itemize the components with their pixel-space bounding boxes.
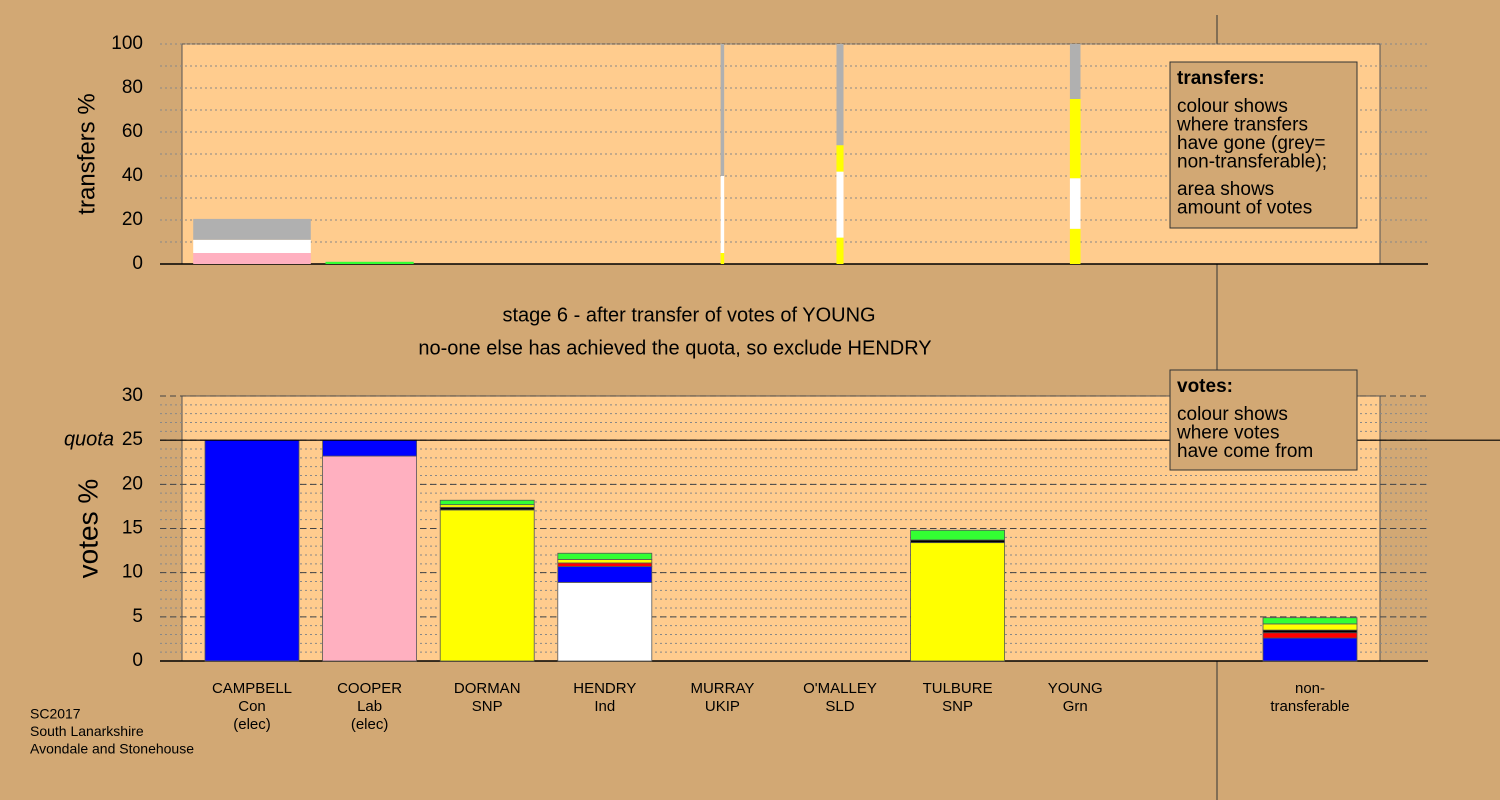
bar-segment	[910, 542, 1005, 662]
bar-segment	[720, 44, 725, 176]
bar-segment	[557, 562, 653, 567]
x-tick-label: (elec)	[233, 716, 271, 733]
bar-segment	[439, 509, 535, 662]
bar-segment	[1262, 617, 1358, 625]
bar-segment	[1262, 632, 1358, 639]
x-tick-label: HENDRY	[573, 680, 636, 697]
y-axis-label: votes %	[72, 479, 103, 579]
y-tick-label: 30	[122, 385, 143, 406]
legend-line: amount of votes	[1177, 198, 1312, 219]
legend-line: non-transferable);	[1177, 152, 1327, 173]
legend-line: have come from	[1177, 441, 1313, 462]
legend-box	[1169, 369, 1358, 471]
bar-segment	[322, 455, 418, 662]
bar-segment	[836, 237, 844, 264]
y-tick-label: 20	[122, 473, 143, 494]
bar-segment	[557, 581, 653, 662]
x-tick-label: SNP	[472, 698, 503, 715]
footer-line: South Lanarkshire	[30, 723, 144, 739]
bar-segment	[836, 145, 844, 172]
x-tick-label: Ind	[594, 698, 615, 715]
y-tick-label: 20	[122, 209, 143, 230]
bar-segment	[557, 566, 653, 583]
x-tick-label: Con	[238, 698, 266, 715]
bar-segment	[1262, 623, 1358, 631]
x-tick-label: MURRAY	[690, 680, 754, 697]
legend-title: transfers:	[1177, 68, 1265, 89]
bar-segment	[557, 559, 653, 564]
y-tick-label: 60	[122, 121, 143, 142]
bar-segment	[1069, 44, 1081, 99]
y-tick-label: 40	[122, 165, 143, 186]
y-axis-label: transfers %	[73, 93, 100, 214]
x-tick-label: SLD	[825, 698, 854, 715]
x-tick-label: SNP	[942, 698, 973, 715]
x-tick-label: non-	[1295, 680, 1325, 697]
x-tick-label: TULBURE	[923, 680, 993, 697]
legend-line: area shows	[1177, 179, 1274, 200]
bar-segment	[439, 499, 535, 506]
x-tick-label: COOPER	[337, 680, 402, 697]
footer-line: SC2017	[30, 706, 81, 722]
x-tick-label: CAMPBELL	[212, 680, 292, 697]
legend-title: votes:	[1177, 376, 1233, 397]
y-tick-label: 5	[132, 606, 143, 627]
x-tick-label: transferable	[1270, 698, 1349, 715]
stage-text: stage 6 - after transfer of votes of YOU…	[502, 304, 875, 326]
legend-box	[1169, 61, 1358, 229]
x-tick-label: YOUNG	[1048, 680, 1103, 697]
x-tick-label: UKIP	[705, 698, 740, 715]
legend-line: colour shows	[1177, 96, 1288, 117]
bar-segment	[1069, 178, 1081, 229]
bar-segment	[193, 239, 311, 253]
footer-line: Avondale and Stonehouse	[30, 741, 194, 757]
bar-segment	[193, 253, 311, 264]
x-tick-label: DORMAN	[454, 680, 521, 697]
y-tick-label: 100	[111, 33, 143, 54]
x-tick-label: Grn	[1063, 698, 1088, 715]
bar-segment	[322, 439, 418, 457]
x-tick-label: Lab	[357, 698, 382, 715]
action-text: no-one else has achieved the quota, so e…	[418, 337, 931, 359]
y-tick-label: 0	[132, 650, 143, 671]
bar-segment	[204, 439, 300, 662]
bar-segment	[193, 218, 311, 240]
legend-line: colour shows	[1177, 404, 1288, 425]
bar-segment	[1069, 228, 1081, 264]
bar-segment	[1262, 637, 1358, 662]
quota-label: quota	[64, 428, 114, 450]
bar-segment	[1069, 99, 1081, 179]
bar-segment	[836, 44, 844, 146]
bar-segment	[836, 171, 844, 238]
y-tick-label: 0	[132, 253, 143, 274]
bar-segment	[325, 261, 414, 264]
y-tick-label: 15	[122, 518, 143, 539]
legend-line: where transfers	[1176, 115, 1308, 136]
legend-line: where votes	[1176, 423, 1279, 444]
y-tick-label: 10	[122, 562, 143, 583]
x-tick-label: (elec)	[351, 716, 389, 733]
bar-segment	[910, 529, 1005, 541]
x-tick-label: O'MALLEY	[803, 680, 877, 697]
bar-segment	[720, 253, 725, 264]
bar-segment	[720, 176, 725, 253]
legend-line: have gone (grey=	[1177, 133, 1325, 154]
y-tick-label: 25	[122, 429, 143, 450]
y-tick-label: 80	[122, 77, 143, 98]
bar-segment	[557, 552, 653, 560]
